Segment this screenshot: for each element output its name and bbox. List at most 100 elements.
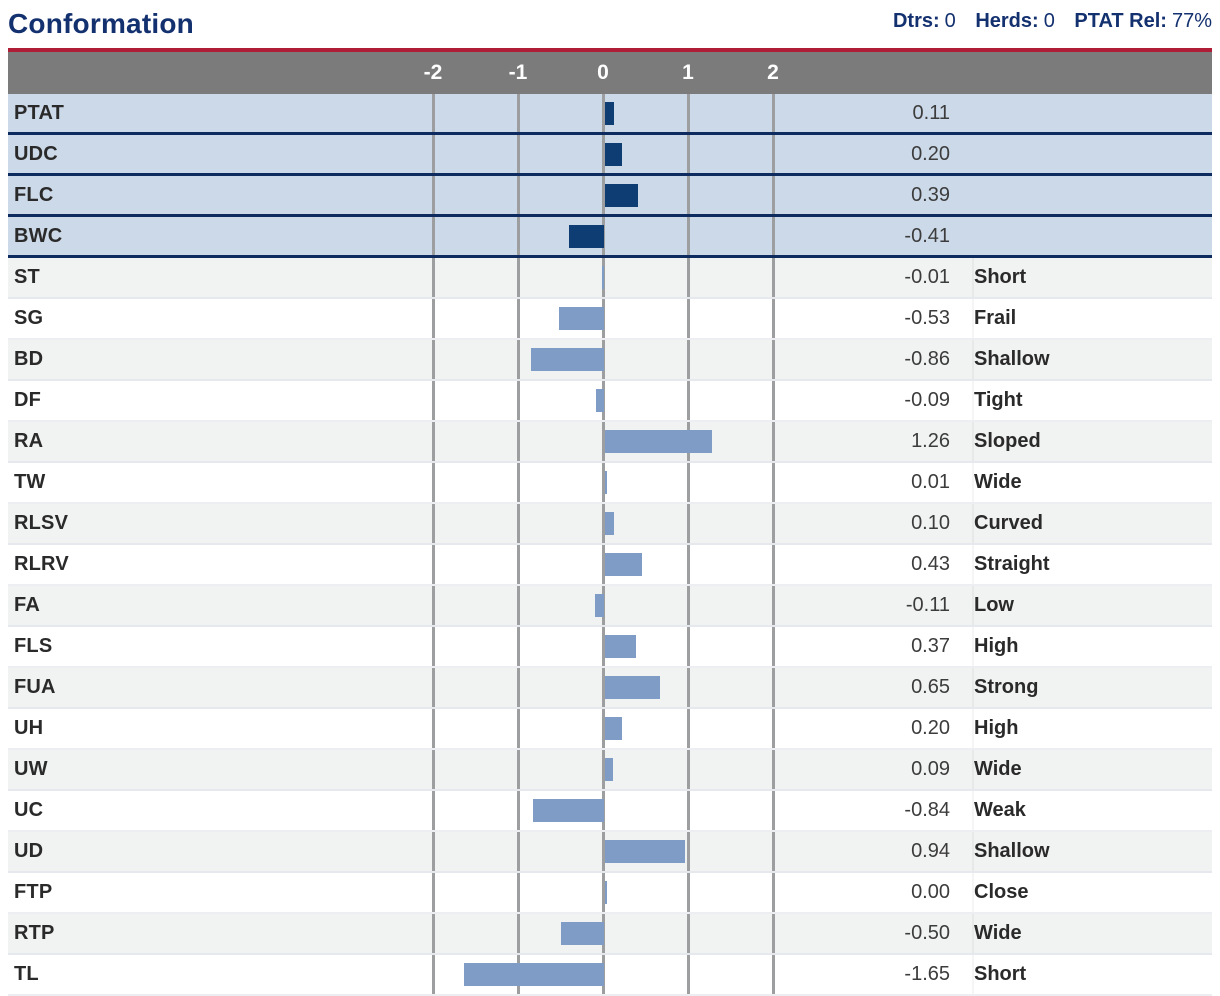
axis-tick-neg2: -2 [423,61,443,84]
gridline-neg2 [432,627,435,666]
trait-code: FLC [14,183,54,206]
gridline-zero [602,463,605,502]
trait-descriptor: High [972,627,1202,666]
gridline-pos1 [687,668,690,707]
trait-descriptor: Low [972,586,1202,625]
gridline-neg1 [517,791,520,830]
trait-row: DF -0.09 Tight [8,381,1212,422]
axis-tick-pos2: 2 [767,61,779,84]
trait-bar [561,922,604,945]
gridline-zero [602,709,605,748]
trait-bar [605,840,685,863]
axis-tick-neg1: -1 [508,61,528,84]
trait-code: UD [14,840,44,862]
trait-row: RLSV 0.10 Curved [8,504,1212,545]
trait-row: RA 1.26 Sloped [8,422,1212,463]
trait-code: UC [14,799,44,821]
stat-dtrs-label: Dtrs: [892,10,940,32]
gridline-neg2 [432,135,435,173]
gridline-zero [602,504,605,543]
trait-value: 0.20 [911,717,950,739]
trait-code: RLRV [14,553,69,575]
gridline-neg2 [432,586,435,625]
trait-descriptor: Curved [972,504,1202,543]
trait-value: 0.65 [911,676,950,698]
gridline-zero [602,422,605,461]
trait-descriptor: High [972,709,1202,748]
trait-row: TL -1.65 Short [8,955,1212,996]
stat-ptat-rel-label: PTAT Rel: [1074,10,1167,32]
accent-rule [8,48,1212,52]
trait-descriptor [972,135,1202,173]
gridline-neg1 [517,340,520,379]
trait-value: -0.50 [904,922,950,944]
trait-bar [605,881,607,904]
gridline-pos2 [772,94,775,132]
axis-tick-pos1: 1 [682,61,694,84]
gridline-pos1 [687,217,690,255]
gridline-neg1 [517,545,520,584]
gridline-pos2 [772,258,775,297]
trait-bar [559,307,604,330]
trait-bar [605,142,622,166]
trait-descriptor: Shallow [972,832,1202,871]
trait-bar [605,635,636,658]
gridline-neg1 [517,832,520,871]
gridline-neg1 [517,176,520,214]
trait-value: -0.09 [904,389,950,411]
trait-descriptor [972,94,1202,132]
stat-dtrs: Dtrs: 0 [893,10,956,32]
trait-code: TL [14,963,39,985]
panel-header: Conformation Dtrs: 0 Herds: 0 PTAT Rel: 77% [8,0,1212,48]
trait-descriptor [972,176,1202,214]
trait-code: BWC [14,224,63,247]
gridline-pos2 [772,217,775,255]
gridline-pos1 [687,463,690,502]
gridline-neg2 [432,750,435,789]
trait-bar [602,266,604,289]
gridline-pos2 [772,914,775,953]
gridline-pos2 [772,463,775,502]
gridline-neg2 [432,94,435,132]
gridline-pos2 [772,545,775,584]
gridline-neg1 [517,463,520,502]
gridline-pos2 [772,750,775,789]
trait-row: FLS 0.37 High [8,627,1212,668]
gridline-neg2 [432,258,435,297]
gridline-zero [602,176,605,214]
gridline-pos1 [687,873,690,912]
gridline-neg1 [517,586,520,625]
axis-header-bar: -2 -1 0 1 2 [8,52,1212,94]
axis-tick-zero: 0 [597,61,609,84]
gridline-zero [602,750,605,789]
trait-code: RA [14,430,44,452]
trait-value: -0.53 [904,307,950,329]
trait-code: BD [14,348,44,370]
trait-value: -0.41 [904,224,950,247]
trait-bar [533,799,604,822]
trait-descriptor: Short [972,955,1202,994]
trait-code: RTP [14,922,55,944]
trait-value: 0.10 [911,512,950,534]
gridline-pos1 [687,709,690,748]
trait-code: UDC [14,142,58,165]
gridline-neg1 [517,914,520,953]
trait-bar [605,471,607,494]
trait-code: FA [14,594,40,616]
gridline-neg2 [432,422,435,461]
gridline-pos1 [687,94,690,132]
gridline-zero [602,668,605,707]
trait-descriptor: Strong [972,668,1202,707]
stat-herds-label: Herds: [975,10,1039,32]
gridline-pos2 [772,873,775,912]
trait-bar [605,717,622,740]
gridline-neg1 [517,381,520,420]
trait-bar [596,389,604,412]
trait-code: FUA [14,676,56,698]
trait-descriptor: Straight [972,545,1202,584]
trait-bar [605,758,613,781]
trait-code: RLSV [14,512,69,534]
gridline-neg1 [517,299,520,338]
gridline-neg1 [517,668,520,707]
